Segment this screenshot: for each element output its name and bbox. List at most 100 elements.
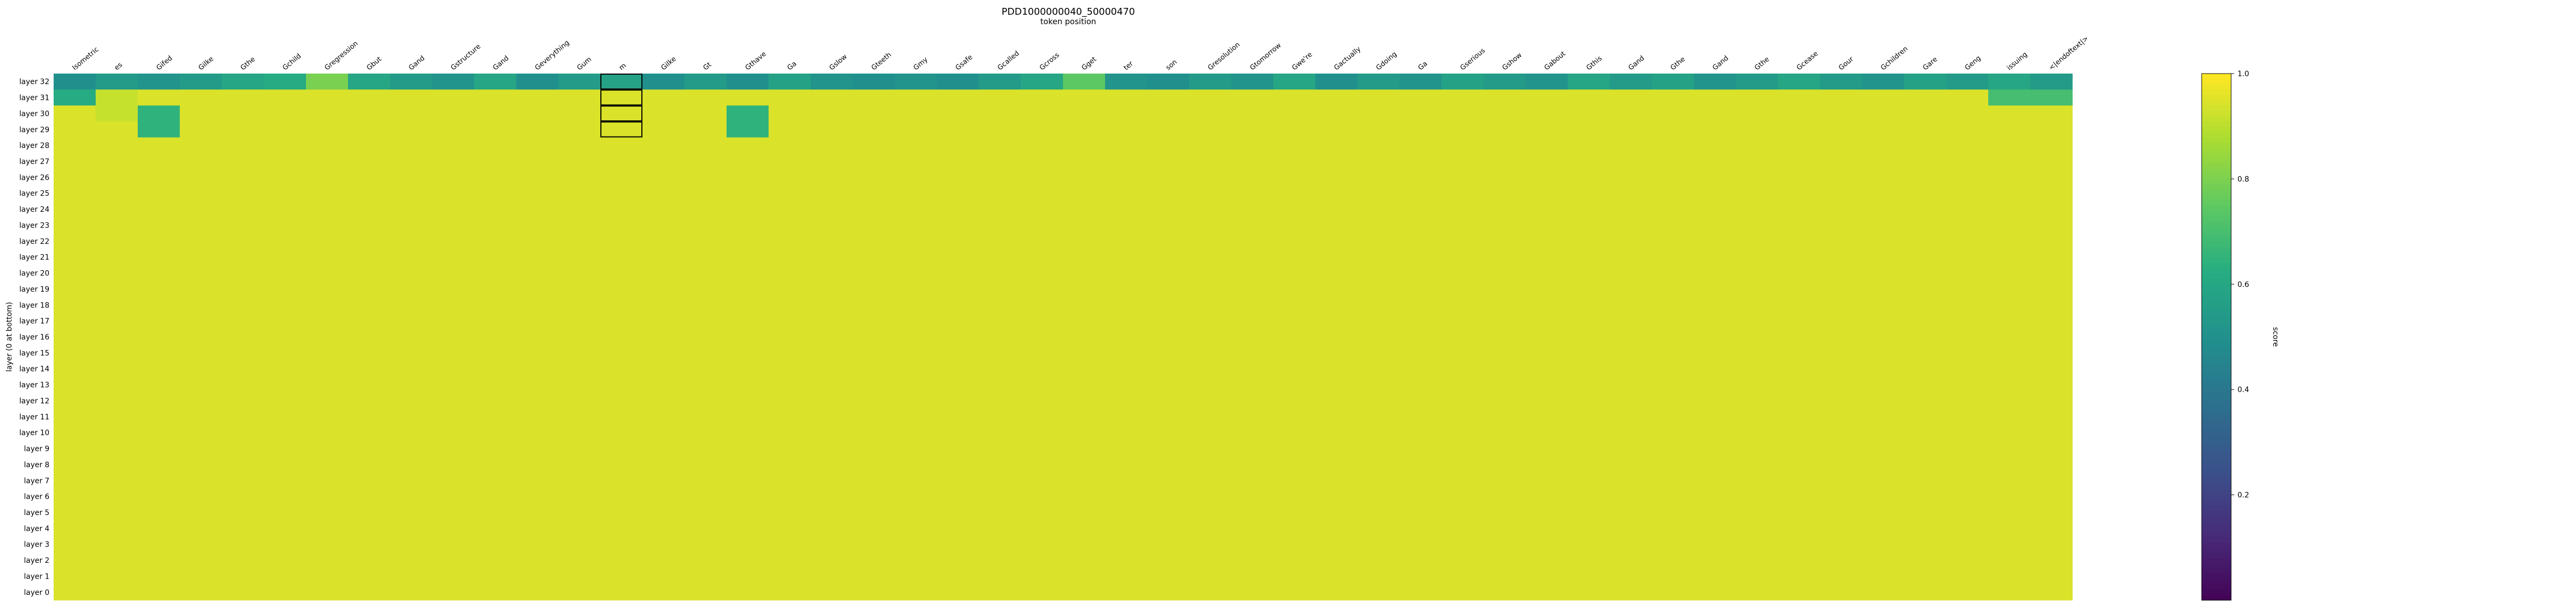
heatmap-cell xyxy=(937,408,979,425)
heatmap-cell xyxy=(1442,281,1484,297)
heatmap-cell xyxy=(1021,393,1064,409)
heatmap-cell xyxy=(138,89,180,106)
heatmap-cell xyxy=(222,281,264,297)
heatmap-cell xyxy=(1105,281,1148,297)
heatmap-cell xyxy=(1904,201,1947,218)
heatmap-cell xyxy=(1189,568,1232,585)
heatmap-cell xyxy=(306,265,349,282)
heatmap-cell xyxy=(1315,153,1358,170)
heatmap-cell xyxy=(811,584,853,601)
heatmap-cell xyxy=(138,552,180,569)
heatmap-cell xyxy=(1904,472,1947,489)
heatmap-cell xyxy=(1399,440,1442,457)
heatmap-cell xyxy=(432,297,475,313)
heatmap-cell xyxy=(937,488,979,505)
heatmap-cell xyxy=(1484,376,1526,393)
heatmap-cell xyxy=(306,520,349,537)
heatmap-cell xyxy=(1484,185,1526,202)
heatmap-cell xyxy=(1862,345,1905,362)
heatmap-cell xyxy=(727,328,769,345)
heatmap-cell xyxy=(348,504,391,521)
heatmap-cell xyxy=(1231,440,1274,457)
heatmap-cell xyxy=(1484,536,1526,553)
heatmap-cell xyxy=(1778,568,1821,585)
heatmap-cell xyxy=(54,440,96,457)
heatmap-cell xyxy=(769,376,811,393)
heatmap-cell xyxy=(853,425,895,441)
heatmap-cell xyxy=(1357,472,1400,489)
heatmap-cell xyxy=(1568,121,1610,138)
heatmap-cell xyxy=(96,425,138,441)
heatmap-cell xyxy=(390,376,433,393)
heatmap-cell xyxy=(558,520,601,537)
heatmap-cell xyxy=(811,568,853,585)
heatmap-cell xyxy=(1736,297,1778,313)
heatmap-cell xyxy=(222,313,264,330)
heatmap-cell xyxy=(96,393,138,409)
heatmap-cell xyxy=(1778,456,1821,473)
heatmap-cell xyxy=(96,105,138,122)
heatmap-cell xyxy=(1736,265,1778,282)
x-tick-label: Gand xyxy=(1627,54,1646,72)
heatmap-cell xyxy=(727,456,769,473)
heatmap-cell xyxy=(390,536,433,553)
heatmap-cell xyxy=(1736,233,1778,250)
highlight-box xyxy=(600,105,642,122)
y-tick-label: layer 28 xyxy=(19,142,49,150)
heatmap-cell xyxy=(54,105,96,122)
heatmap-cell xyxy=(1526,185,1568,202)
heatmap-cell xyxy=(264,440,306,457)
heatmap-cell xyxy=(1442,74,1484,90)
heatmap-cell xyxy=(1820,89,1863,106)
heatmap-cell xyxy=(1484,568,1526,585)
heatmap-cell xyxy=(1652,361,1694,377)
heatmap-cell xyxy=(1904,137,1947,154)
colorbar-segment xyxy=(2202,74,2231,79)
colorbar-segment xyxy=(2202,358,2231,364)
colorbar-segment xyxy=(2202,289,2231,295)
heatmap-cell xyxy=(222,89,264,106)
heatmap-cell xyxy=(1820,520,1863,537)
heatmap-cell xyxy=(1021,153,1064,170)
heatmap-cell xyxy=(1946,361,1989,377)
colorbar-segment xyxy=(2202,452,2231,459)
heatmap-cell xyxy=(1147,552,1190,569)
heatmap-cell xyxy=(1610,520,1652,537)
heatmap-cell xyxy=(1568,249,1610,265)
heatmap-cell xyxy=(853,456,895,473)
heatmap-cell xyxy=(348,520,391,537)
heatmap-cell xyxy=(979,121,1021,138)
heatmap-cell xyxy=(516,376,559,393)
heatmap-cell xyxy=(1484,584,1526,601)
heatmap-cell xyxy=(1904,488,1947,505)
heatmap-cell xyxy=(727,472,769,489)
heatmap-cell xyxy=(979,217,1021,234)
heatmap-cell xyxy=(264,217,306,234)
heatmap-cell xyxy=(516,328,559,345)
heatmap-cell xyxy=(1862,536,1905,553)
heatmap-cell xyxy=(474,74,517,90)
heatmap-cell xyxy=(1862,520,1905,537)
heatmap-cell xyxy=(1736,185,1778,202)
heatmap-cell xyxy=(769,281,811,297)
heatmap-cell xyxy=(1694,249,1736,265)
x-tick-label: Gthe xyxy=(239,55,257,72)
heatmap-cell xyxy=(390,137,433,154)
y-tick-label: layer 4 xyxy=(24,524,50,533)
heatmap-cell xyxy=(558,313,601,330)
x-tick-label: Gserious xyxy=(1459,47,1487,72)
heatmap-cell xyxy=(684,297,727,313)
colorbar-segment xyxy=(2202,89,2231,95)
heatmap-cell xyxy=(474,408,517,425)
heatmap-cell xyxy=(684,169,727,186)
heatmap-cell xyxy=(516,313,559,330)
heatmap-cell xyxy=(54,281,96,297)
heatmap-cell xyxy=(1778,520,1821,537)
heatmap-cell xyxy=(54,121,96,138)
heatmap-cell xyxy=(390,328,433,345)
heatmap-cell xyxy=(1021,472,1064,489)
heatmap-cell xyxy=(306,89,349,106)
heatmap-cell xyxy=(558,185,601,202)
heatmap-cell xyxy=(1147,313,1190,330)
highlight-box xyxy=(600,74,642,90)
